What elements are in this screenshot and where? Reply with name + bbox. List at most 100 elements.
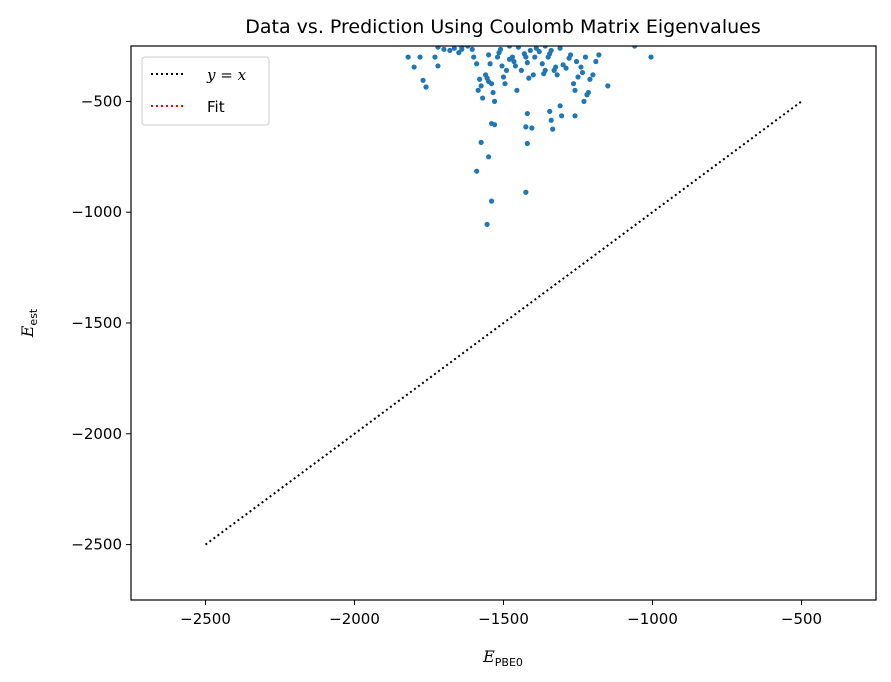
scatter-point [581, 98, 587, 104]
scatter-point [411, 64, 417, 70]
scatter-point [572, 113, 578, 119]
scatter-point [486, 154, 492, 160]
plot-area [204, 46, 803, 546]
scatter-point [557, 46, 563, 51]
scatter-point [477, 76, 483, 82]
y-tick-label: −2000 [71, 425, 122, 443]
scatter-point [432, 54, 438, 60]
scatter-point [529, 125, 535, 131]
scatter-point [491, 122, 498, 128]
y-tick-label: −1000 [71, 203, 122, 221]
scatter-point [499, 63, 505, 69]
scatter-point [514, 87, 520, 93]
y-tick-label: −1500 [71, 314, 122, 332]
scatter-point [447, 47, 453, 54]
scatter-point [524, 140, 530, 147]
x-axis-label: EPBE0 [482, 647, 523, 669]
scatter-point [548, 117, 554, 123]
scatter-point [590, 72, 596, 78]
scatter-point [512, 63, 519, 69]
scatter-point [527, 47, 533, 54]
scatter-point [553, 64, 559, 70]
y-axis: −2500 −2000 −1500 −1000 −500 [71, 92, 131, 554]
scatter-point [502, 81, 508, 87]
scatter-point [518, 67, 524, 73]
scatter-point [554, 72, 560, 78]
scatter-point [550, 126, 556, 132]
scatter-point [506, 46, 513, 49]
scatter-point [469, 46, 475, 52]
x-axis-label-main: E [482, 647, 495, 666]
scatter-point [523, 124, 529, 130]
scatter-point [560, 62, 566, 68]
scatter-point [547, 108, 553, 114]
scatter-point [471, 54, 477, 60]
scatter-point [488, 198, 495, 204]
scatter-point [491, 98, 498, 104]
scatter-point [605, 83, 611, 89]
scatter-point [497, 46, 504, 52]
scatter-point [435, 63, 441, 69]
scatter-point [567, 52, 574, 58]
scatter-point [559, 113, 565, 119]
scatter-point [523, 54, 529, 60]
scatter-point [573, 58, 580, 65]
x-tick-label: −500 [781, 610, 822, 628]
scatter-point [451, 46, 457, 51]
scatter-point [459, 46, 465, 50]
scatter-point [474, 61, 480, 67]
scatter-point [500, 74, 507, 80]
scatter-point [509, 54, 516, 60]
scatter-point [524, 110, 530, 117]
x-tick-label: −2000 [329, 610, 380, 628]
y-axis-label: Eest [18, 308, 40, 338]
scatter-point [632, 46, 638, 49]
legend-label-identity-math: y = x [206, 66, 247, 84]
scatter-point [441, 46, 447, 52]
scatter-point [456, 50, 462, 56]
scatter-point [480, 95, 486, 101]
scatter-point [536, 48, 542, 55]
legend: y = x Fit [141, 56, 270, 126]
scatter-point [572, 87, 578, 93]
scatter-point [405, 54, 411, 60]
scatter-point [539, 61, 545, 67]
scatter-point [420, 77, 426, 83]
scatter-point [486, 78, 492, 85]
scatter-point [563, 65, 569, 71]
scatter-point [587, 76, 593, 82]
scatter-point [524, 60, 530, 66]
scatter-point [593, 58, 599, 65]
scatter-point [474, 168, 480, 174]
scatter-point [542, 67, 548, 73]
y-axis-label-main: E [18, 325, 37, 338]
scatter-point [435, 46, 441, 50]
scatter-point [585, 89, 592, 96]
legend-box [141, 56, 270, 126]
scatter-point [478, 139, 484, 145]
scatter-point [490, 89, 496, 96]
legend-label-identity: y = x [206, 66, 247, 84]
x-axis-label-sub: PBE0 [495, 656, 523, 669]
chart-title: Data vs. Prediction Using Coulomb Matrix… [245, 16, 760, 38]
x-tick-label: −2500 [180, 610, 231, 628]
scatter-point [579, 69, 586, 76]
scatter-point [557, 103, 563, 109]
y-axis-label-sub: est [27, 308, 40, 325]
scatter-point [530, 72, 536, 78]
scatter-point [478, 83, 484, 89]
scatter-point [523, 189, 529, 195]
scatter-point [578, 64, 584, 70]
scatter-point [484, 221, 490, 227]
scatter-point [648, 54, 654, 60]
scatter-point [515, 46, 521, 50]
legend-label-fit: Fit [207, 98, 225, 116]
scatter-point [475, 87, 481, 93]
scatter-point [570, 81, 577, 87]
scatter-point [582, 54, 589, 60]
scatter-point [542, 46, 548, 49]
scatter-point [487, 61, 493, 67]
identity-line [204, 100, 803, 546]
scatter-point [511, 58, 517, 65]
